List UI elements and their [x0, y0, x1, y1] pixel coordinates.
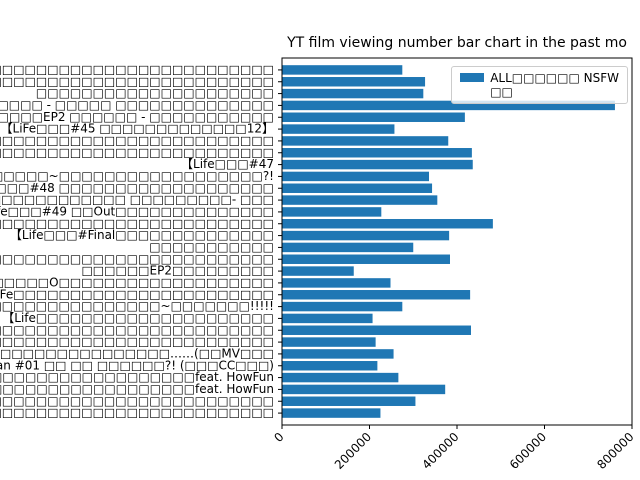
- bar: [282, 136, 449, 146]
- bar: [282, 124, 395, 134]
- y-tick-label: 【Life□□□#47: [181, 157, 274, 171]
- x-tick-label: 400000: [419, 430, 461, 472]
- y-tick-label: □□□□□500□□□□□□□□□□□□□□□□□□□□□□□□□□□: [0, 406, 274, 420]
- y-tick-label: Life□□□#46 □□□□□□□□□□□□□□□□□□□□□□□□□: [0, 133, 274, 147]
- y-tick-label: □□□□□□□□□□□□□□□□□□□□□□□□□□□□□□□□□: [0, 252, 274, 266]
- bar: [282, 384, 446, 395]
- x-tick-label: 800000: [594, 430, 636, 472]
- bar: [282, 254, 450, 264]
- bar: [282, 112, 465, 122]
- y-tick-label: □□□□□□□□□□□: [149, 240, 274, 254]
- bar: [282, 349, 394, 359]
- bar: [282, 207, 382, 217]
- bar: [282, 100, 615, 111]
- chart-title: YT film viewing number bar chart in the …: [286, 35, 627, 51]
- y-tick-label: □□□□□□□17□□□□□□□□□□□□□□□□□□□□□□□□□: [0, 394, 274, 408]
- y-tick-label: 【Life□□□□□□□□□□□□□□□□□□□□□: [2, 311, 274, 325]
- bar: [282, 242, 414, 253]
- y-tick-label: □□□□□□EP2 □□□□□□ - □□□□□□□□□□□: [0, 110, 274, 124]
- bar: [282, 361, 378, 371]
- y-tick-label: □□□□□□□□□□□□□□□□□□□□□□□□□□□□□□□□: [0, 74, 274, 88]
- bar: [282, 148, 472, 158]
- bar: [282, 230, 450, 241]
- y-tick-label: □□□□□□EP2□□□□□□□□□: [81, 264, 274, 278]
- y-tick-label: □□□□□□□□□□□□□□□□□□□□□□□□feat. HowFun: [0, 370, 274, 384]
- x-tick-label: 200000: [332, 430, 374, 472]
- bar: [282, 337, 376, 347]
- bar: [282, 195, 438, 205]
- y-tick-label: 【Life□□□#49 □□Out□□□□□□□□□□□□□□: [0, 204, 274, 218]
- y-tick-label: □□□□□□□□□□□□□□□□□□□□□□□□□□□□□□□□□□□□: [0, 323, 274, 337]
- bar: [282, 278, 391, 288]
- x-tick-label: 0: [271, 430, 286, 445]
- y-tick-label: 【LiFe□□□#43 □□□□□□□□□□□□□□□□□□□□□□□□□□: [0, 62, 274, 76]
- y-tick-label: □□□□□□□□□□□□□□□□□□□□□□□□□feat. HowFun: [0, 382, 274, 396]
- y-tick-label: □□□□□□□□□□□□□□□□□□□□□: [36, 86, 274, 100]
- bar: [282, 77, 426, 87]
- bar: [282, 65, 403, 75]
- y-tick-label: □□□□□□□□□O□□□□□□□□□□□□□□□□□□□: [0, 275, 274, 289]
- y-tick-label: □□□□□□□□□□~□□□□□□□□□□□□□□□□□□?!: [0, 169, 274, 183]
- bar: [282, 325, 471, 335]
- y-tick-label: 【LiFe□□□□□□□□□□□□□□□□□□□□□□□: [0, 287, 274, 301]
- y-tick-label: man #01 □□ □□ □□□□□□?! (□□□CC□□□): [0, 358, 274, 372]
- bar: [282, 396, 416, 406]
- x-tick-label: 600000: [507, 430, 549, 472]
- bar: [282, 159, 473, 170]
- bar: [282, 219, 493, 229]
- bar: [282, 372, 399, 383]
- bar: [282, 408, 381, 418]
- bar: [282, 290, 471, 300]
- y-tick-label: □□□□□□□□□□□□□□□□□□□□□□□□□□□□□□□□: [0, 145, 274, 159]
- y-tick-label: □□□□□□□□□□□□□□□□□□□□□□……(□□MV□□□: [0, 346, 274, 360]
- bar: [282, 171, 429, 182]
- y-tick-label: □□□□□□□□□□□□□□□□□□□□□□□□□□□: [0, 216, 274, 230]
- y-tick-label: 【Life□□□#Final□□□□□□□□□□□□□□: [10, 228, 274, 242]
- bar: [282, 301, 403, 312]
- legend-swatch: [460, 73, 485, 82]
- legend: ALL□□□□□□ NSFW □□: [451, 66, 628, 104]
- legend-label: ALL□□□□□□ NSFW □□: [490, 71, 619, 99]
- y-tick-label: #44 □□□□□□□□ - □□□□□ □□□□□□□□□□□□□□: [0, 98, 274, 112]
- y-tick-label: 【Life□□□#48 □□□□□□□□□□□□□□□□□□□: [0, 181, 274, 195]
- y-tick-label: 【LiFe□□□#45 □□□□□□□□□□□□□12】: [1, 122, 274, 136]
- bar: [282, 266, 354, 276]
- bar: [282, 183, 433, 193]
- axes-frame: [281, 57, 633, 426]
- y-tick-label: □□□□□□□□□□□□□□□□□□□□□□□□□□□~□□□□□□□!!!!!: [0, 299, 274, 313]
- y-tick-label: □□□□□□□□□□□□□□□□□□□□□□□□□□□□□□□□: [0, 335, 274, 349]
- bar: [282, 313, 373, 324]
- y-tick-label: □□□□□□□□□□□□□□□□□□□□ □□□□□□□□□- □□□: [0, 193, 274, 207]
- bar: [282, 88, 424, 99]
